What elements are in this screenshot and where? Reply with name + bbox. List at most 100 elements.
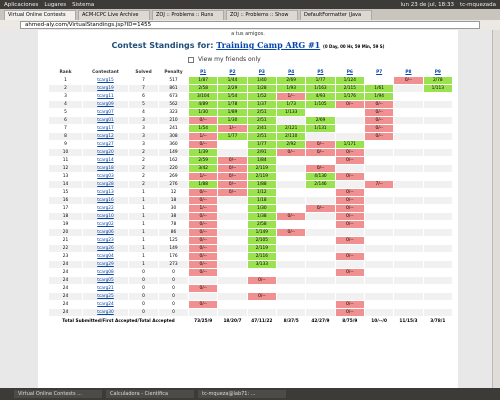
problem-cell: 4/89: [187, 100, 219, 109]
stat-cell: 0: [158, 284, 189, 293]
contestant-link[interactable]: tcarg10: [97, 214, 114, 219]
contestant-link[interactable]: tcarg02: [97, 222, 114, 227]
menu[interactable]: Lugares: [44, 1, 67, 8]
contestant-link[interactable]: tcarg03: [97, 174, 114, 179]
tab[interactable]: ACM-ICPC Live Archive: [78, 10, 150, 20]
empty-cell: [422, 188, 453, 197]
stat-cell: 24: [48, 284, 83, 293]
empty-cell: [363, 164, 395, 173]
column-header[interactable]: P5: [305, 68, 336, 77]
contestant-link[interactable]: tcarg19: [97, 86, 114, 91]
stat-cell: 24: [48, 300, 83, 309]
empty-cell: [217, 212, 248, 221]
contestant-link[interactable]: tcarg24: [97, 302, 114, 307]
contestant-link[interactable]: tcarg16: [97, 198, 114, 203]
contestant-link[interactable]: tcarg18: [97, 166, 114, 171]
menu[interactable]: Sistema: [72, 1, 95, 8]
empty-cell: [305, 108, 336, 117]
column-header[interactable]: P8: [393, 68, 424, 77]
stat-cell: 86: [158, 228, 189, 237]
contest-link[interactable]: Training Camp ARG #1: [216, 40, 321, 50]
problem-cell: 0/--: [187, 140, 219, 149]
contestant-link[interactable]: tcarg11: [97, 94, 114, 99]
contestant-link[interactable]: tcarg14: [97, 158, 114, 163]
standing-row: 7 tcarg17 3 241 1/54 1/-- 2/41 2/121 1/131 0/--: [48, 124, 453, 133]
column-header: Penalty: [158, 68, 189, 77]
problem-cell: 1/87: [187, 76, 219, 85]
tab[interactable]: ZOJ :: Problems :: Show: [226, 10, 298, 20]
task-button[interactable]: Calculadora - Científica: [106, 390, 194, 398]
contestant-link[interactable]: tcarg15: [97, 78, 114, 83]
problem-cell: 0/--: [334, 204, 365, 213]
column-header[interactable]: P4: [275, 68, 307, 77]
empty-cell: [363, 244, 395, 253]
contestant-link[interactable]: tcarg13: [97, 190, 114, 195]
contestant-cell: tcarg05: [82, 276, 129, 285]
problem-cell: 0/--: [334, 156, 365, 165]
contestant-link[interactable]: tcarg28: [97, 182, 114, 187]
task-button[interactable]: tc-mqueza@lab71: ...: [198, 390, 286, 398]
column-header[interactable]: P2: [217, 68, 248, 77]
stat-cell: 2: [128, 164, 159, 173]
contestant-link[interactable]: tcarg17: [97, 126, 114, 131]
contestant-cell: tcarg11: [82, 92, 129, 101]
tab[interactable]: DefaultFormatter (Java: [300, 10, 372, 20]
contestant-link[interactable]: tcarg22: [97, 206, 114, 211]
column-header[interactable]: P6: [334, 68, 365, 77]
problem-cell: 0/--: [187, 300, 219, 309]
problem-cell: 1/131: [305, 124, 336, 133]
empty-cell: [422, 300, 453, 309]
empty-cell: [422, 164, 453, 173]
empty-cell: [393, 188, 424, 197]
contestant-link[interactable]: tcarg04: [97, 254, 114, 259]
filter-label: View my friends only: [198, 56, 261, 63]
stat-cell: 8: [48, 132, 83, 141]
contestant-cell: tcarg28: [82, 180, 129, 189]
page: a tus amigos. Contest Standings for: Tra…: [38, 30, 458, 388]
column-header[interactable]: P7: [363, 68, 395, 77]
contestant-link[interactable]: tcarg07: [97, 110, 114, 115]
contestant-link[interactable]: tcarg09: [97, 102, 114, 107]
empty-cell: [275, 188, 307, 197]
column-header[interactable]: P1: [187, 68, 219, 77]
contestant-link[interactable]: tcarg26: [97, 246, 114, 251]
tab[interactable]: Virtual Online Contests: [4, 10, 76, 20]
contestant-link[interactable]: tcarg21: [97, 286, 114, 291]
standing-row: 2 tcarg19 7 861 2/58 2/29 1/28 1/93 1/163 2/115 1/…: [48, 84, 453, 93]
problem-cell: 3/104: [187, 92, 219, 101]
empty-cell: [363, 148, 395, 157]
empty-cell: [275, 276, 307, 285]
contestant-link[interactable]: tcarg05: [97, 278, 114, 283]
scrollbar[interactable]: [492, 30, 500, 388]
contestant-link[interactable]: tcarg12: [97, 134, 114, 139]
problem-cell: 0/--: [187, 252, 219, 261]
clock[interactable]: lun 23 de jul, 18:33: [400, 1, 454, 8]
user[interactable]: tc-mquezada: [459, 1, 496, 8]
contestant-link[interactable]: tcarg29: [97, 262, 114, 267]
contestant-link[interactable]: tcarg27: [97, 142, 114, 147]
contestant-link[interactable]: tcarg06: [97, 230, 114, 235]
url[interactable]: ahmed-aly.com/VirtualStandings.jsp?ID=14…: [20, 21, 480, 29]
column-header[interactable]: P9: [422, 68, 453, 77]
contestant-link[interactable]: tcarg23: [97, 238, 114, 243]
stat-cell: 0: [128, 284, 159, 293]
empty-cell: [217, 196, 248, 205]
checkbox[interactable]: [188, 56, 194, 63]
contestant-cell: tcarg14: [82, 156, 129, 165]
friends-filter[interactable]: View my friends only: [188, 56, 261, 63]
contestant-link[interactable]: tcarg20: [97, 150, 114, 155]
menu[interactable]: Aplicaciones: [4, 1, 39, 8]
task-button[interactable]: Virtual Online Contests ...: [14, 390, 102, 398]
stat-cell: 1: [128, 204, 159, 213]
column-header[interactable]: P3: [246, 68, 277, 77]
contestant-link[interactable]: tcarg25: [97, 294, 114, 299]
contestant-link[interactable]: tcarg30: [97, 310, 114, 315]
contestant-link[interactable]: tcarg08: [97, 270, 114, 275]
tab[interactable]: ZOJ :: Problems :: Runs: [152, 10, 224, 20]
contestant-link[interactable]: tcarg01: [97, 118, 114, 123]
stat-cell: 7: [48, 124, 83, 133]
problem-cell: 1/78: [217, 100, 248, 109]
stat-cell: 273: [158, 260, 189, 269]
problem-cell: 2/119: [246, 244, 277, 253]
stat-cell: 18: [48, 212, 83, 221]
